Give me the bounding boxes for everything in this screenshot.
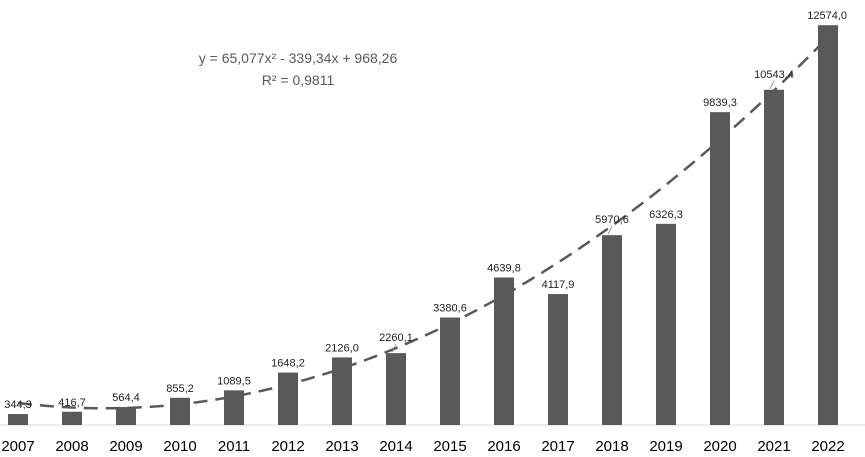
value-label-2010: 855,2 [166,383,194,395]
value-label-2011: 1089,5 [217,375,251,387]
x-tick-2010: 2010 [163,438,196,455]
bar-2012 [278,372,298,425]
bar-2018 [602,235,622,425]
bar-2008 [62,411,82,425]
x-tick-2008: 2008 [55,438,88,455]
bar-2015 [440,317,460,425]
bar-2022 [818,25,838,425]
bar-2011 [224,390,244,425]
x-tick-2009: 2009 [109,438,142,455]
value-label-2017: 4117,9 [542,279,575,291]
value-label-2012: 1648,2 [271,358,305,370]
value-labels-group: 344,3 416,7 564,4 855,2 1089,5 1648,2 2126,0 22… [4,10,847,411]
bar-2013 [332,357,352,425]
x-tick-2014: 2014 [379,438,412,455]
bar-2009 [116,407,136,425]
value-label-2014: 2260,1 [379,332,413,344]
value-label-2007: 344,3 [4,399,32,411]
x-tick-2011: 2011 [218,438,250,455]
value-label-2020: 9839,3 [703,97,737,109]
value-label-2021: 10543,4 [754,69,794,81]
x-tick-2017: 2017 [541,438,574,455]
trendline [17,36,829,410]
value-label-2008: 416,7 [58,397,86,409]
x-tick-labels-group: 2007 2008 2009 2010 2011 2012 2013 2014 2015 2016… [1,438,844,455]
x-tick-2020: 2020 [703,438,736,455]
leader-lines-group [391,80,775,353]
bar-2010 [170,397,190,425]
value-label-2013: 2126,0 [325,342,359,354]
x-tick-2012: 2012 [271,438,304,455]
bar-2019 [656,223,676,425]
x-tick-2022: 2022 [811,438,844,455]
leader-line-2014 [391,343,397,353]
x-tick-2019: 2019 [649,438,682,455]
bar-2021 [764,89,784,425]
bar-2016 [494,277,514,425]
bar-2014 [386,353,406,425]
value-label-2016: 4639,8 [487,262,521,274]
bar-2007 [8,414,28,425]
value-label-2018: 5970,6 [595,214,629,226]
bar-2017 [548,294,568,425]
trend-r-squared: R² = 0,9811 [262,72,335,88]
value-label-2019: 6326,3 [649,209,683,221]
value-label-2022: 12574,0 [807,10,847,22]
x-tick-2021: 2021 [757,438,790,455]
x-tick-2013: 2013 [325,438,358,455]
x-tick-2018: 2018 [595,438,628,455]
value-label-2009: 564,4 [112,392,140,404]
leader-line-2021 [769,80,775,89]
value-label-2015: 3380,6 [433,303,467,315]
bars-group [8,25,838,426]
leader-line-2018 [607,225,613,235]
x-tick-2016: 2016 [487,438,520,455]
bar-2020 [710,112,730,426]
trend-equation: y = 65,077x² - 339,34x + 968,26 [199,50,398,66]
x-tick-2015: 2015 [433,438,466,455]
x-tick-2007: 2007 [1,438,34,455]
